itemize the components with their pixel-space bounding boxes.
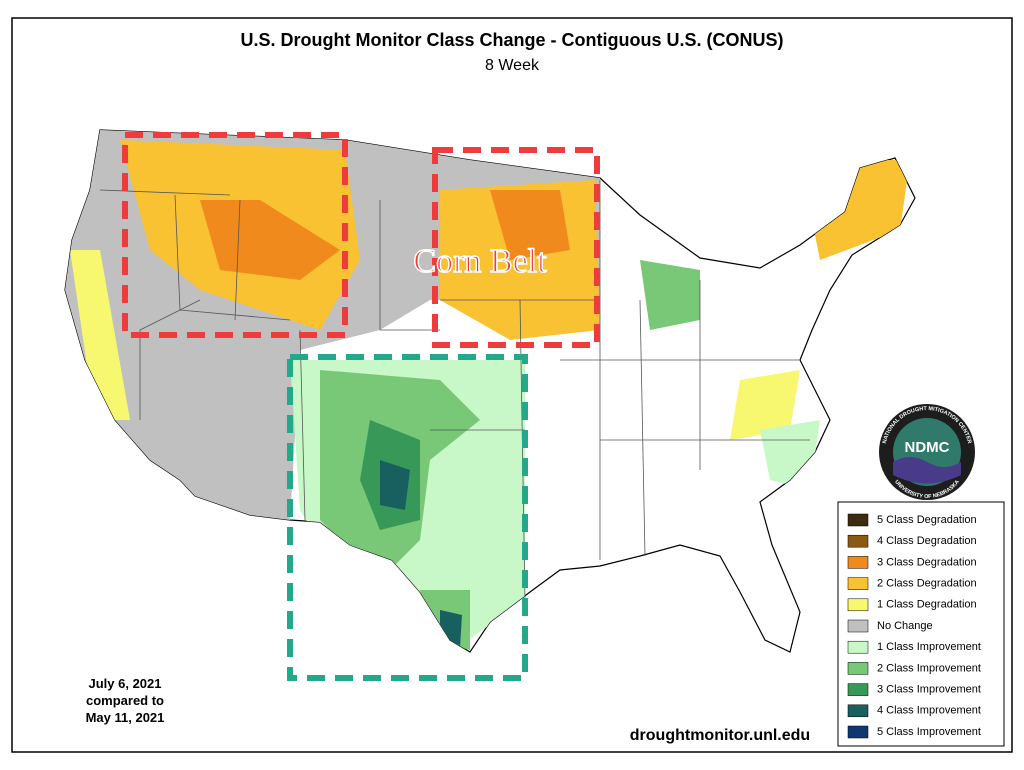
legend-swatch [847, 662, 869, 675]
highlight-box [432, 147, 600, 348]
title: U.S. Drought Monitor Class Change - Cont… [241, 30, 784, 50]
map-region [490, 190, 570, 260]
logo-name: NDMC [905, 439, 950, 456]
annotation: Corn Belt [413, 243, 547, 280]
highlight-box [287, 354, 528, 681]
map-region [70, 250, 130, 420]
legend-swatch [847, 640, 869, 654]
map-region [640, 260, 700, 330]
legend-swatch [847, 513, 869, 527]
legend-label: 4 Class Degradation [877, 535, 977, 547]
map [64, 129, 916, 653]
map-region [200, 200, 340, 280]
subtitle: 8 Week [485, 57, 540, 74]
date: July 6, 2021 [89, 676, 162, 691]
legend-swatch [847, 683, 869, 696]
legend-label: 3 Class Degradation [877, 556, 977, 568]
date: compared to [86, 693, 164, 708]
legend-swatch [847, 725, 869, 739]
legend-label: 4 Class Improvement [877, 705, 981, 717]
legend-items: 5 Class Degradation 4 Class Degradation 3 … [847, 513, 981, 739]
legend-swatch [847, 619, 869, 633]
logo: NDMC NATIONAL DROUGHT MITIGATION CENTER … [879, 404, 975, 500]
legend-label: 3 Class Improvement [877, 684, 981, 696]
legend-swatch [847, 598, 869, 612]
map-region [730, 370, 800, 440]
legend-label: 2 Class Degradation [877, 578, 977, 590]
legend-label: 2 Class Improvement [877, 662, 981, 674]
legend-swatch [847, 534, 869, 548]
legend-swatch [847, 556, 869, 569]
date: May 11, 2021 [86, 710, 165, 725]
legend-label: 5 Class Degradation [877, 514, 977, 526]
legend-label: No Change [877, 620, 933, 632]
legend-label: 1 Class Degradation [877, 599, 977, 611]
map-region [380, 460, 410, 510]
legend-label: 1 Class Improvement [877, 641, 981, 653]
source: droughtmonitor.unl.edu [630, 727, 810, 744]
legend-swatch [847, 704, 869, 718]
legend-swatch [847, 577, 869, 590]
legend-label: 5 Class Improvement [877, 726, 981, 738]
highlight-box [122, 132, 348, 338]
